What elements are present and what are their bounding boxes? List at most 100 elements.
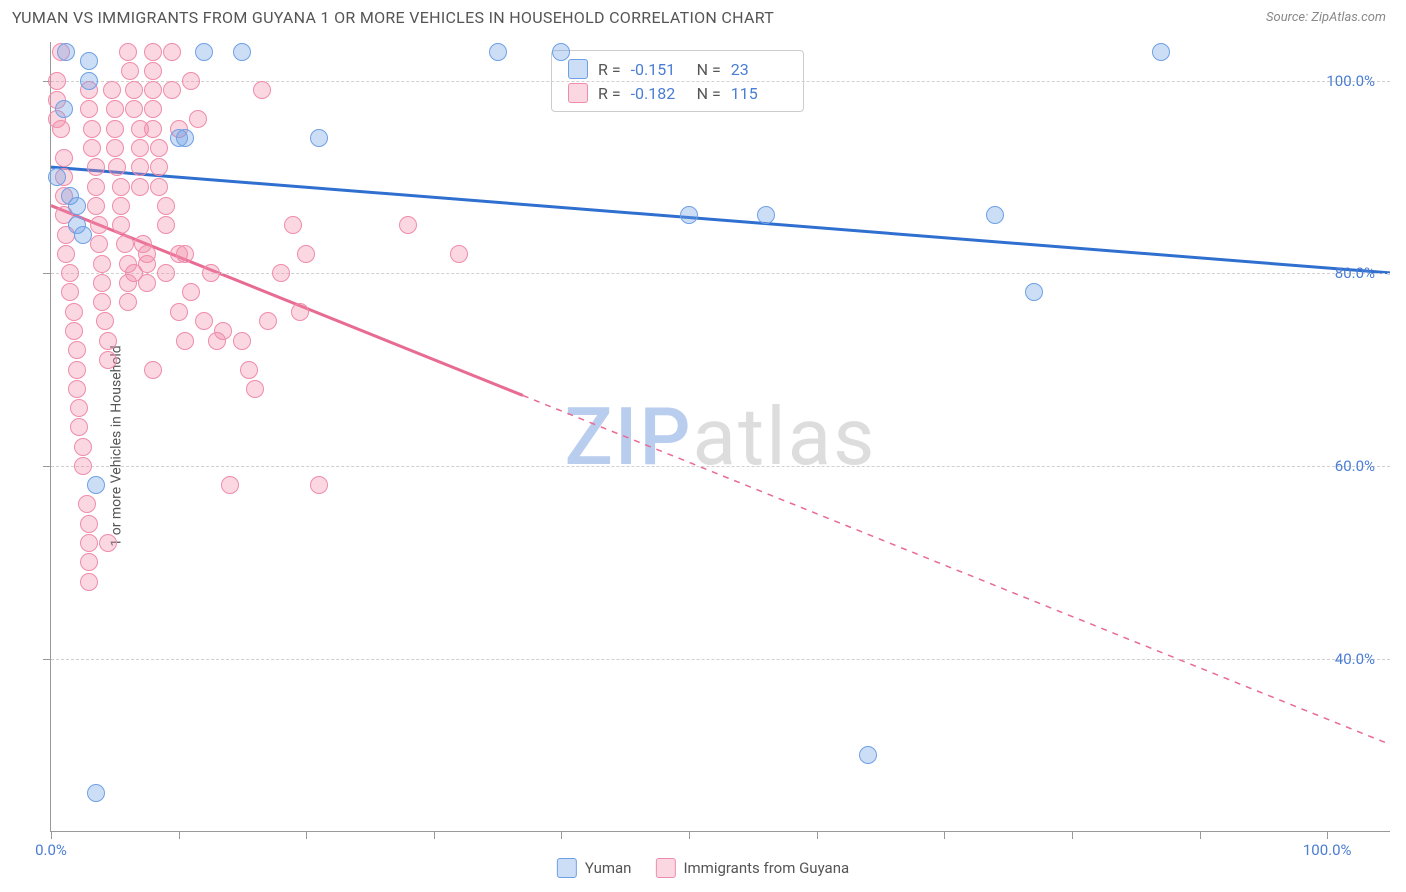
data-point-pink: [112, 216, 130, 234]
y-tick-label: 80.0%: [1335, 264, 1375, 282]
data-point-blue: [233, 43, 251, 61]
data-point-pink: [68, 380, 86, 398]
data-point-pink: [103, 81, 121, 99]
trend-lines: [51, 42, 1390, 831]
data-point-pink: [48, 72, 66, 90]
data-point-pink: [119, 43, 137, 61]
r-value-pink: -0.182: [631, 84, 687, 103]
data-point-pink: [144, 43, 162, 61]
data-point-pink: [214, 322, 232, 340]
data-point-pink: [399, 216, 417, 234]
data-point-pink: [246, 380, 264, 398]
data-point-pink: [80, 515, 98, 533]
n-label: N =: [697, 60, 721, 79]
data-point-pink: [157, 216, 175, 234]
y-tick-label: 60.0%: [1335, 457, 1375, 475]
r-value-blue: -0.151: [631, 60, 687, 79]
x-tick-label: 100.0%: [1303, 841, 1352, 859]
data-point-pink: [138, 245, 156, 263]
data-point-pink: [74, 457, 92, 475]
data-point-pink: [297, 245, 315, 263]
data-point-pink: [65, 322, 83, 340]
data-point-pink: [176, 332, 194, 350]
data-point-pink: [70, 418, 88, 436]
data-point-pink: [68, 341, 86, 359]
data-point-blue: [1025, 283, 1043, 301]
data-point-pink: [106, 120, 124, 138]
data-point-blue: [48, 168, 66, 186]
data-point-pink: [144, 361, 162, 379]
legend-label-blue: Yuman: [585, 859, 632, 877]
data-point-pink: [150, 139, 168, 157]
data-point-pink: [99, 534, 117, 552]
data-point-pink: [80, 553, 98, 571]
data-point-blue: [310, 129, 328, 147]
data-point-pink: [61, 264, 79, 282]
data-point-pink: [310, 476, 328, 494]
data-point-pink: [291, 303, 309, 321]
stats-row-blue: R = -0.151 N = 23: [568, 57, 787, 81]
data-point-blue: [195, 43, 213, 61]
data-point-pink: [202, 264, 220, 282]
data-point-pink: [87, 178, 105, 196]
data-point-pink: [70, 399, 88, 417]
data-point-pink: [195, 312, 213, 330]
stats-row-pink: R = -0.182 N = 115: [568, 81, 787, 105]
data-point-blue: [87, 476, 105, 494]
data-point-pink: [170, 303, 188, 321]
data-point-pink: [450, 245, 468, 263]
y-tick-label: 40.0%: [1335, 650, 1375, 668]
data-point-pink: [78, 495, 96, 513]
n-label: N =: [697, 84, 721, 103]
swatch-blue: [557, 858, 577, 878]
data-point-blue: [859, 746, 877, 764]
data-point-blue: [74, 226, 92, 244]
data-point-pink: [125, 100, 143, 118]
data-point-pink: [65, 303, 83, 321]
legend-label-pink: Immigrants from Guyana: [683, 859, 849, 877]
data-point-pink: [55, 149, 73, 167]
data-point-blue: [489, 43, 507, 61]
plot-area: ZIPatlas R = -0.151 N = 23 R = -0.182 N …: [50, 42, 1390, 832]
data-point-pink: [83, 139, 101, 157]
data-point-pink: [157, 264, 175, 282]
data-point-pink: [157, 197, 175, 215]
gridline-h: [51, 466, 1390, 467]
data-point-blue: [87, 784, 105, 802]
r-label: R =: [598, 60, 621, 79]
data-point-pink: [61, 283, 79, 301]
y-tick-label: 100.0%: [1326, 72, 1375, 90]
data-point-pink: [119, 293, 137, 311]
data-point-blue: [80, 72, 98, 90]
data-point-pink: [163, 43, 181, 61]
data-point-pink: [150, 158, 168, 176]
data-point-pink: [96, 312, 114, 330]
data-point-pink: [106, 100, 124, 118]
r-label: R =: [598, 84, 621, 103]
data-point-pink: [80, 534, 98, 552]
data-point-pink: [176, 245, 194, 263]
data-point-blue: [55, 100, 73, 118]
data-point-pink: [87, 197, 105, 215]
gridline-h: [51, 273, 1390, 274]
data-point-pink: [131, 158, 149, 176]
legend-item-pink: Immigrants from Guyana: [655, 858, 849, 878]
watermark: ZIPatlas: [565, 390, 877, 484]
data-point-pink: [144, 120, 162, 138]
data-point-blue: [68, 197, 86, 215]
data-point-pink: [112, 197, 130, 215]
data-point-pink: [74, 438, 92, 456]
data-point-pink: [150, 178, 168, 196]
data-point-pink: [99, 332, 117, 350]
data-point-pink: [99, 351, 117, 369]
data-point-pink: [131, 178, 149, 196]
data-point-blue: [80, 52, 98, 70]
data-point-pink: [80, 100, 98, 118]
data-point-pink: [144, 62, 162, 80]
gridline-h: [51, 659, 1390, 660]
data-point-pink: [52, 120, 70, 138]
data-point-pink: [90, 216, 108, 234]
data-point-blue: [757, 206, 775, 224]
data-point-pink: [182, 283, 200, 301]
swatch-pink: [655, 858, 675, 878]
